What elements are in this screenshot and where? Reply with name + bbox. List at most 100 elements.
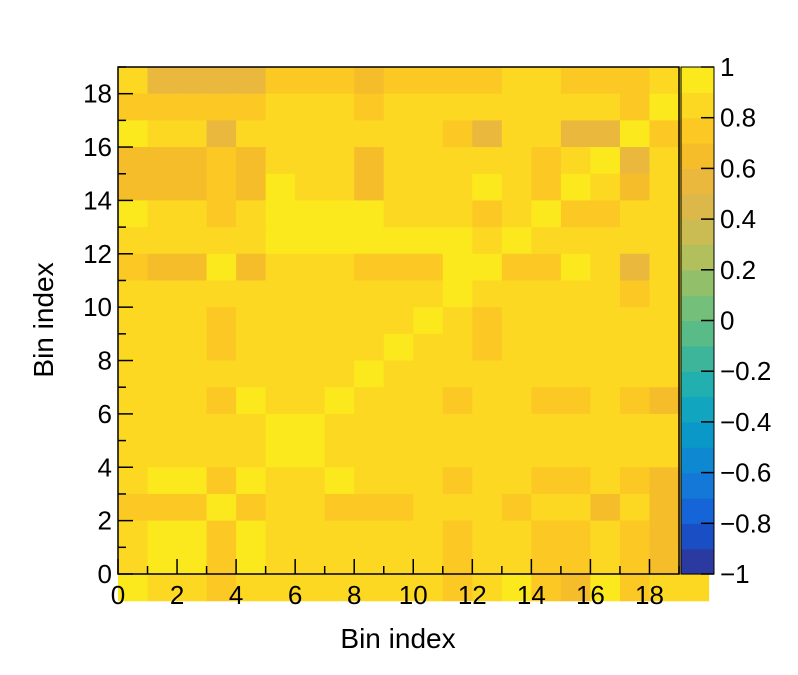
heatmap-cell — [531, 280, 562, 308]
heatmap-cell — [619, 440, 651, 468]
heatmap-cell — [265, 467, 296, 495]
heatmap-cell — [354, 120, 385, 148]
heatmap-cell — [383, 147, 414, 175]
heatmap-cell — [147, 280, 178, 308]
heatmap-cell — [383, 413, 414, 442]
heatmap-cell — [560, 547, 592, 575]
heatmap-cell — [206, 93, 237, 121]
colorbar: 1 0.8 0.6 0.4 0.2 0 −0.2 −0.4 −0.6 −0.8 −1 — [680, 52, 771, 589]
heatmap-cell — [236, 333, 267, 362]
heatmap-cell — [206, 440, 237, 468]
heatmap-cell — [531, 253, 562, 282]
heatmap-cell — [560, 440, 592, 468]
heatmap-cell — [619, 67, 651, 95]
heatmap-cell — [560, 493, 592, 522]
heatmap-cell — [383, 520, 414, 548]
heatmap-cell — [324, 387, 355, 415]
heatmap-cell — [147, 93, 178, 121]
heatmap-cell — [354, 574, 385, 602]
heatmap-cell — [590, 67, 621, 95]
heatmap-cell — [324, 520, 355, 548]
heatmap-cell — [236, 493, 267, 522]
y-tick-label: 14 — [83, 185, 112, 215]
heatmap-cell — [501, 93, 532, 121]
y-tick-label: 0 — [98, 559, 112, 589]
heatmap-cell — [560, 280, 592, 308]
heatmap-cell — [354, 547, 385, 575]
y-tick-label: 12 — [83, 239, 112, 269]
colorbar-segment — [681, 193, 714, 220]
heatmap-cell — [413, 173, 444, 202]
heatmap-cell — [324, 467, 355, 495]
heatmap-cell — [206, 253, 237, 282]
heatmap-cell — [118, 520, 149, 548]
heatmap-cell — [531, 413, 562, 442]
colorbar-tick-label: −1 — [720, 559, 750, 589]
colorbar-segment — [681, 472, 714, 499]
heatmap-cell — [442, 120, 473, 148]
heatmap-cell — [501, 493, 532, 522]
heatmap-cell — [354, 227, 385, 255]
heatmap-cell — [295, 333, 326, 362]
heatmap-cell — [472, 467, 503, 495]
heatmap-cell — [324, 280, 355, 308]
heatmap-cell — [324, 227, 355, 255]
heatmap-cell — [472, 200, 503, 228]
heatmap-cell — [147, 360, 178, 388]
heatmap-cell — [324, 93, 355, 121]
heatmap-cell — [649, 467, 680, 495]
heatmap-cell — [442, 467, 473, 495]
heatmap-cell — [442, 280, 473, 308]
x-tick-label: 18 — [635, 580, 664, 610]
colorbar-segment — [681, 92, 714, 119]
heatmap-cell — [118, 387, 149, 415]
heatmap-cell — [413, 413, 444, 442]
heatmap-cell — [413, 387, 444, 415]
heatmap-cell — [383, 333, 414, 362]
heatmap-cell — [501, 280, 532, 308]
heatmap-cell — [531, 333, 562, 362]
heatmap-cell — [560, 387, 592, 415]
heatmap-cell — [472, 120, 503, 148]
colorbar-segment — [681, 244, 714, 271]
heatmap-cell — [383, 307, 414, 335]
heatmap-cell — [590, 333, 621, 362]
heatmap-cell — [354, 147, 385, 175]
heatmap-cell — [324, 440, 355, 468]
heatmap-cell — [354, 333, 385, 362]
heatmap-cell — [295, 67, 326, 95]
heatmap-cell — [531, 493, 562, 522]
heatmap-cell — [590, 93, 621, 121]
heatmap-cell — [619, 574, 651, 602]
heatmap-cell — [413, 147, 444, 175]
heatmap-cell — [354, 493, 385, 522]
heatmap-cell — [649, 173, 680, 202]
heatmap-cell — [413, 227, 444, 255]
heatmap-cell — [295, 387, 326, 415]
heatmap-cell — [413, 200, 444, 228]
heatmap-cell — [177, 360, 208, 388]
heatmap-cell — [295, 200, 326, 228]
heatmap-cell — [619, 147, 651, 175]
heatmap-cell — [177, 440, 208, 468]
heatmap-cell — [531, 307, 562, 335]
heatmap-cell — [590, 227, 621, 255]
heatmap-cell — [206, 413, 237, 442]
heatmap-cell — [442, 253, 473, 282]
heatmap-cell — [206, 333, 237, 362]
heatmap-cell — [472, 93, 503, 121]
heatmap-cell — [147, 173, 178, 202]
heatmap-cell — [324, 333, 355, 362]
heatmap-cell — [177, 493, 208, 522]
colorbar-segment — [681, 345, 714, 372]
heatmap-cell — [324, 253, 355, 282]
heatmap-cell — [649, 307, 680, 335]
heatmap-cell — [501, 173, 532, 202]
heatmap-cell — [354, 253, 385, 282]
colorbar-segment — [681, 219, 714, 246]
heatmap-cell — [501, 147, 532, 175]
heatmap-cell — [619, 467, 651, 495]
heatmap-cell — [472, 253, 503, 282]
heatmap-cell — [354, 280, 385, 308]
heatmap-cell — [177, 173, 208, 202]
